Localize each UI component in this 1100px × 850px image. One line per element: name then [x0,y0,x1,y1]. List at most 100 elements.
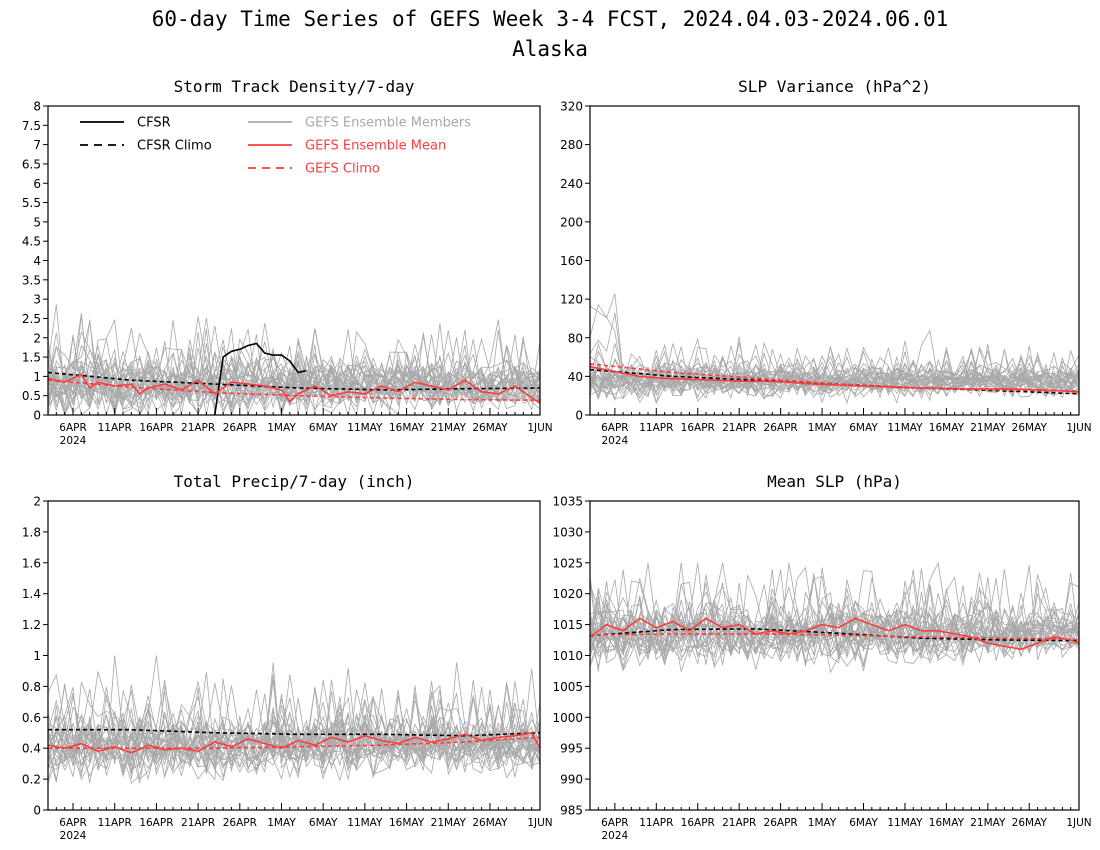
y-tick-label: 1020 [552,587,583,601]
x-tick-label: 16APR [139,817,173,829]
x-tick-label: 21APR [181,817,215,829]
ensemble-members [590,293,1079,405]
series-line [590,633,1079,641]
x-year-label: 2024 [60,830,87,842]
x-tick-label: 21APR [181,422,215,434]
x-tick-label: 26MAY [1012,817,1048,829]
series-line [48,728,540,737]
ensemble-member-line [48,655,540,776]
x-tick-label: 1JUN [527,422,552,434]
x-tick-label: 26MAY [472,422,508,434]
series-line [590,363,1079,392]
x-tick-label: 6APR [601,422,629,434]
x-year-label: 2024 [601,435,628,447]
plot-area [48,655,540,784]
series-line [590,368,1079,395]
ensemble-members [48,655,540,784]
x-tick-label: 6APR [59,422,87,434]
x-tick-label: 16MAY [929,817,965,829]
x-tick-label: 16APR [681,422,715,434]
x-tick-label: 26APR [223,422,257,434]
y-tick-label: 1000 [552,711,583,725]
y-tick-label: 2 [33,495,41,509]
legend-label: GEFS Climo [305,162,380,177]
y-tick-label: 6.5 [22,157,41,171]
ensemble-member-line [590,585,1079,668]
y-tick-label: 320 [560,100,583,114]
y-tick-label: 4 [33,254,41,268]
x-tick-label: 16MAY [929,422,965,434]
y-tick-label: 200 [560,215,583,229]
y-tick-label: 990 [560,773,583,787]
panel-title: Total Precip/7-day (inch) [174,472,415,491]
figure-title: 60-day Time Series of GEFS Week 3-4 FCST… [152,7,949,31]
y-tick-label: 0.2 [22,773,41,787]
ensemble-member-line [48,671,540,780]
panel-title: Mean SLP (hPa) [767,472,902,491]
ensemble-member-line [48,671,540,775]
y-tick-label: 1010 [552,649,583,663]
x-tick-label: 6MAY [309,422,338,434]
x-tick-label: 1MAY [808,422,837,434]
legend-label: GEFS Ensemble Mean [305,139,446,154]
y-tick-label: 995 [560,742,583,756]
x-tick-label: 26APR [764,817,798,829]
y-tick-label: 2 [33,331,41,345]
x-tick-label: 1JUN [1066,422,1091,434]
series-line [48,731,540,754]
panel-title: SLP Variance (hPa^2) [738,77,931,96]
plot-area [590,293,1079,405]
ensemble-member-line [48,662,540,772]
y-axis: 0 0.5 1 1.5 2 2.5 3 3.5 4 4.5 5 5.5 6 6.5 7 7.5 8 [22,100,48,423]
y-tick-label: 40 [568,370,583,384]
y-tick-label: 8 [33,100,41,114]
x-tick-label: 6MAY [849,817,878,829]
x-tick-label: 1JUN [1066,817,1091,829]
y-tick-label: 3.5 [22,273,41,287]
x-tick-label: 26APR [223,817,257,829]
legend-label: GEFS Ensemble Members [305,116,471,131]
x-tick-label: 21MAY [431,817,467,829]
x-tick-label: 6MAY [309,817,338,829]
x-tick-label: 6APR [601,817,629,829]
y-tick-label: 0.4 [22,742,41,756]
y-tick-label: 1005 [552,680,583,694]
y-axis: 0 0.2 0.4 0.6 0.8 1 1.2 1.4 1.6 1.8 2 [22,495,48,818]
ensemble-member-line [590,566,1079,662]
y-tick-label: 1.2 [22,618,41,632]
ensemble-member-line [590,342,1079,400]
panel-1: Storm Track Density/7-day 0 0.5 1 1.5 2 2.5 3 3.… [22,77,553,447]
x-tick-label: 26MAY [472,817,508,829]
y-tick-label: 1.5 [22,351,41,365]
series-line [48,736,540,750]
y-tick-label: 80 [568,331,583,345]
x-axis: 6APR 11APR 16APR 21APR 26APR 1MAY 6MAY 11MAY 16M… [589,803,1092,842]
y-tick-label: 7.5 [22,119,41,133]
x-tick-label: 11MAY [887,422,923,434]
y-tick-label: 1.4 [22,587,41,601]
x-tick-label: 21MAY [431,422,467,434]
x-tick-label: 16APR [681,817,715,829]
y-axis: 0 40 80 120 160 200 240 280 320 [560,100,590,423]
x-tick-label: 21MAY [970,422,1006,434]
series-line [214,342,307,415]
x-tick-label: 1JUN [527,817,552,829]
y-tick-label: 0.6 [22,711,41,725]
x-tick-label: 11MAY [347,817,383,829]
y-tick-label: 5.5 [22,196,41,210]
figure-subtitle: Alaska [512,37,588,61]
ensemble-member-line [590,343,1079,405]
x-tick-label: 11APR [98,422,132,434]
x-axis: 6APR 11APR 16APR 21APR 26APR 1MAY 6MAY 11MAY 16M… [47,803,553,842]
x-tick-label: 11MAY [347,422,383,434]
x-tick-label: 6APR [59,817,87,829]
y-tick-label: 1025 [552,556,583,570]
ensemble-member-line [590,562,1079,668]
x-tick-label: 11APR [639,422,673,434]
x-tick-label: 16APR [139,422,173,434]
ensemble-member-line [48,655,540,784]
panel-3: Total Precip/7-day (inch)00.20.40.60.811… [22,472,553,842]
y-tick-label: 1.8 [22,525,41,539]
y-tick-label: 3 [33,293,41,307]
